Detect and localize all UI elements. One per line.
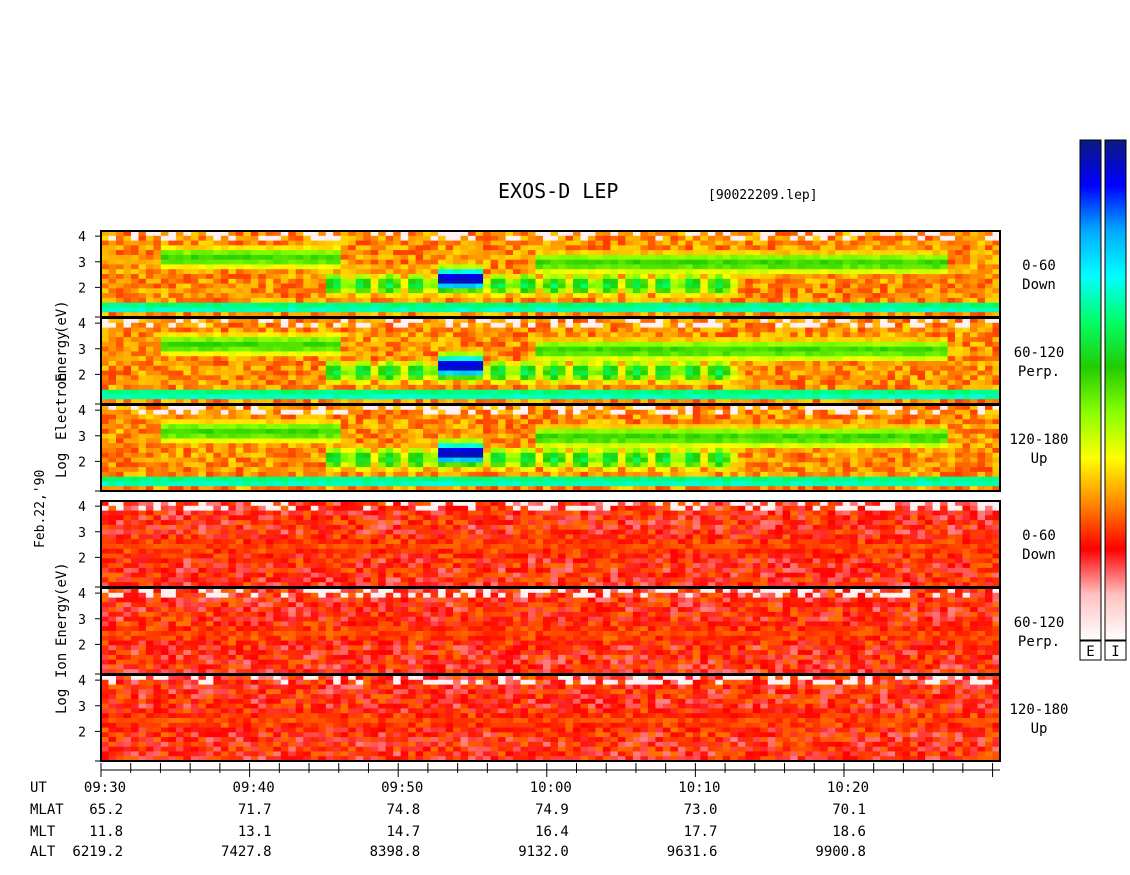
y-tick-label: 3	[78, 700, 86, 715]
y-tick-label: 2	[78, 551, 86, 566]
row-value: 17.7	[684, 824, 718, 840]
electron-ylabel-log: Log	[54, 453, 70, 478]
pitch-angle-label: 60-120	[1014, 615, 1065, 631]
row-value: 74.8	[386, 802, 420, 818]
spectrogram-cells	[101, 588, 1000, 674]
spectrogram-cells	[101, 675, 1000, 761]
y-tick-label: 2	[78, 455, 86, 470]
y-tick-label: 4	[78, 404, 86, 419]
ion-ylabel-log: Log	[54, 689, 70, 714]
pitch-direction-label: Up	[1031, 451, 1048, 467]
pitch-direction-label: Up	[1031, 721, 1048, 737]
orbit-parameter-table: UT 09:30 09:40 09:50 10:00 10:10 10:20 MLAT 65.2…	[30, 780, 869, 860]
panel-ion-perp: 2 3 4	[78, 587, 1001, 675]
y-tick-label: 3	[78, 526, 86, 541]
colorbar-i: I	[1104, 139, 1127, 661]
panel-frame	[100, 404, 1001, 492]
row-value: 9900.8	[815, 844, 866, 860]
pitch-angle-label: 120-180	[1009, 702, 1068, 718]
pitch-labels: 0-60 Down 60-120 Perp. 120-180 Up 0-60 Down 60-1…	[1009, 258, 1068, 737]
y-tick-label: 3	[78, 343, 86, 358]
electron-ylabel: Log Electron Energy (eV)	[54, 300, 70, 478]
y-tick-label: 4	[78, 587, 86, 602]
y-tick-label: 4	[78, 317, 86, 332]
row-value: 14.7	[386, 824, 420, 840]
row-value: 09:40	[233, 780, 275, 796]
file-label: [90022209.lep]	[708, 188, 818, 203]
row-value: 10:10	[678, 780, 720, 796]
date-label: Feb.22,'90	[33, 470, 48, 548]
pitch-angle-label: 0-60	[1022, 258, 1056, 274]
row-value: 11.8	[89, 824, 123, 840]
spectrogram-panels: 2 3 4 2 3 4 2 3 4 2 3 4 2 3 4 2 3 4	[78, 230, 1001, 762]
row-label-mlt: MLT	[30, 824, 56, 840]
panel-ion-down: 2 3 4	[78, 500, 1001, 588]
row-value: 65.2	[89, 802, 123, 818]
row-value: 18.6	[832, 824, 866, 840]
spectrogram-cells	[101, 231, 1000, 317]
pitch-direction-label: Perp.	[1018, 634, 1060, 650]
pitch-direction-label: Down	[1022, 277, 1056, 293]
ion-ylabel-energy: Energy	[54, 595, 70, 646]
colorbar-label-box	[1104, 640, 1127, 661]
row-value: 09:30	[84, 780, 126, 796]
panel-ion-up: 2 3 4	[78, 674, 1001, 762]
panel-electron-perp: 2 3 4	[78, 317, 1001, 405]
ion-ylabel-species: Ion	[54, 653, 70, 678]
ion-ylabel-unit: (eV)	[54, 562, 70, 596]
row-value: 16.4	[535, 824, 569, 840]
electron-ylabel-unit: (eV)	[54, 300, 70, 334]
panel-electron-up: 2 3 4	[78, 404, 1001, 492]
y-tick-label: 4	[78, 674, 86, 689]
x-axis	[100, 763, 1000, 777]
y-tick-label: 3	[78, 613, 86, 628]
electron-ylabel-species: Electron	[54, 373, 70, 440]
y-tick-label: 4	[78, 230, 86, 245]
y-tick-label: 2	[78, 281, 86, 296]
row-label-ut: UT	[30, 780, 47, 796]
colorbar-gradient	[1104, 139, 1127, 641]
pitch-direction-label: Perp.	[1018, 364, 1060, 380]
row-value: 6219.2	[72, 844, 123, 860]
y-tick-label: 3	[78, 430, 86, 445]
electron-ylabel-energy: Energy	[54, 331, 70, 382]
row-value: 10:20	[827, 780, 869, 796]
colorbar-label-box	[1079, 640, 1102, 661]
ion-ylabel: Log Ion Energy (eV)	[54, 562, 70, 714]
y-tick-label: 2	[78, 725, 86, 740]
colorbar-label: E	[1086, 644, 1094, 660]
panel-frame	[100, 674, 1001, 762]
row-value: 9631.6	[667, 844, 718, 860]
row-value: 73.0	[684, 802, 718, 818]
row-value: 71.7	[238, 802, 272, 818]
y-tick-label: 2	[78, 368, 86, 383]
row-value: 8398.8	[370, 844, 421, 860]
panel-electron-down: 2 3 4	[78, 230, 1001, 318]
y-tick-label: 2	[78, 638, 86, 653]
pitch-angle-label: 120-180	[1009, 432, 1068, 448]
colorbar-label: I	[1111, 644, 1119, 660]
spectrogram-cells	[101, 318, 1000, 404]
row-value: 13.1	[238, 824, 272, 840]
pitch-angle-label: 0-60	[1022, 528, 1056, 544]
row-label-alt: ALT	[30, 844, 56, 860]
row-value: 7427.8	[221, 844, 272, 860]
colorbar-gradient	[1079, 139, 1102, 641]
y-tick-label: 4	[78, 500, 86, 515]
row-value: 09:50	[381, 780, 423, 796]
row-label-mlat: MLAT	[30, 802, 64, 818]
y-tick-label: 3	[78, 256, 86, 271]
spectrogram-cells	[101, 405, 1000, 491]
pitch-angle-label: 60-120	[1014, 345, 1065, 361]
colorbar-e: E	[1079, 139, 1102, 661]
row-value: 10:00	[530, 780, 572, 796]
spectrogram-cells	[101, 501, 1000, 587]
row-value: 70.1	[832, 802, 866, 818]
row-value: 74.9	[535, 802, 569, 818]
chart-title: EXOS-D LEP	[498, 179, 618, 203]
pitch-direction-label: Down	[1022, 547, 1056, 563]
row-value: 9132.0	[518, 844, 569, 860]
